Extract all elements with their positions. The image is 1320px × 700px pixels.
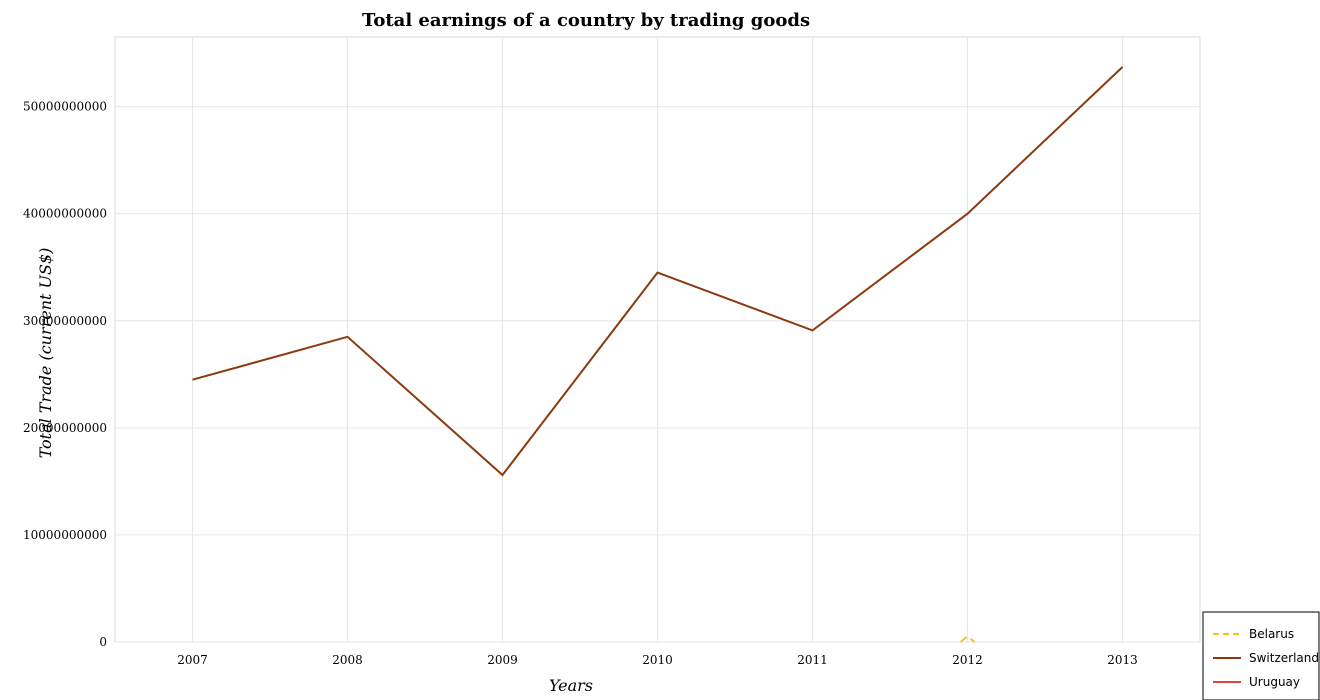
x-tick-label: 2007 (177, 653, 208, 667)
x-tick-label: 2012 (952, 653, 983, 667)
x-tick-label: 2009 (487, 653, 518, 667)
y-tick-label: 50000000000 (23, 100, 107, 114)
legend-label-uruguay: Uruguay (1249, 675, 1300, 689)
y-axis-label: Total Trade (current US$) (36, 248, 55, 459)
x-tick-label: 2011 (797, 653, 828, 667)
x-tick-label: 2010 (642, 653, 673, 667)
y-tick-label: 30000000000 (23, 314, 107, 328)
x-axis-label: Years (549, 676, 593, 695)
y-tick-label: 40000000000 (23, 207, 107, 221)
y-tick-label: 10000000000 (23, 528, 107, 542)
legend-label-belarus: Belarus (1249, 627, 1294, 641)
chart-title: Total earnings of a country by trading g… (362, 10, 810, 31)
x-tick-label: 2013 (1107, 653, 1138, 667)
plot-area: 2007 2008 2009 2010 2011 2012 2013 0 10000000000… (23, 36, 1201, 667)
series-line-switzerland (192, 66, 1124, 477)
legend: Belarus Switzerland Uruguay (1202, 611, 1320, 700)
y-tick-label: 0 (99, 635, 107, 649)
legend-label-switzerland: Switzerland (1249, 651, 1319, 665)
y-tick-label: 20000000000 (23, 421, 107, 435)
x-tick-label: 2008 (332, 653, 363, 667)
series-mark-belarus (959, 634, 976, 643)
legend-box (1202, 611, 1320, 700)
